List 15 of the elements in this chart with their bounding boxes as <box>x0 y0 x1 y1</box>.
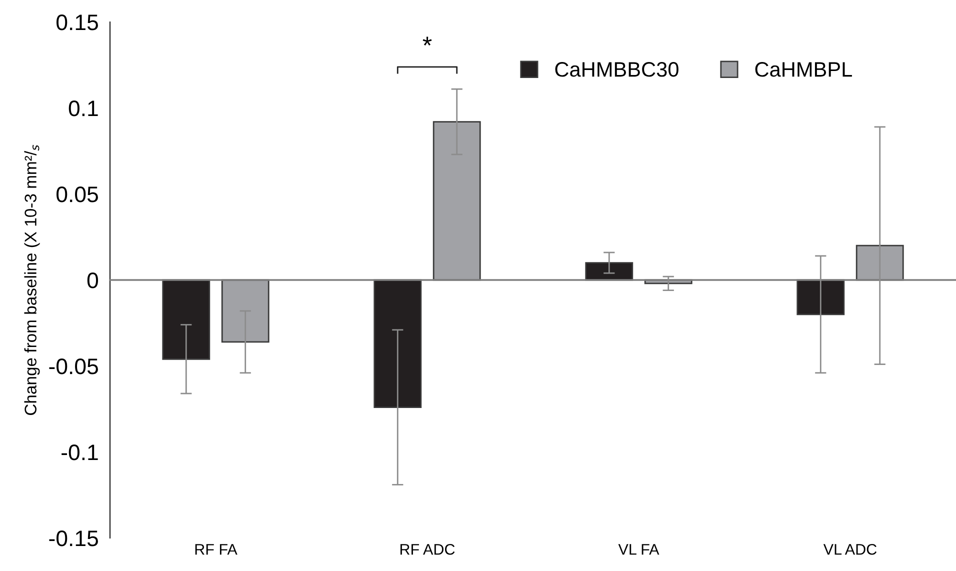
y-tick-label: 0 <box>87 272 98 288</box>
x-tick-label: VL ADC <box>823 544 877 555</box>
y-tick-label: -0.15 <box>49 530 98 546</box>
y-tick-label: -0.05 <box>49 358 98 374</box>
annotation: * <box>422 36 432 46</box>
y-tick-label: -0.1 <box>62 444 98 460</box>
x-tick-label: RF ADC <box>400 544 455 555</box>
x-tick-label: VL FA <box>618 544 660 555</box>
y-tick-label: 0.15 <box>56 14 98 30</box>
y-tick-label: 0.1 <box>68 100 98 116</box>
y-axis-title: Change from baseline (X 10-3 mm²/$_{s}$ <box>24 144 40 415</box>
legend-label: CaHMBPL <box>755 62 852 77</box>
x-tick-label: RF FA <box>195 544 238 555</box>
y-tick-label: 0.05 <box>56 186 98 202</box>
legend-label: CaHMBBC30 <box>555 62 678 77</box>
